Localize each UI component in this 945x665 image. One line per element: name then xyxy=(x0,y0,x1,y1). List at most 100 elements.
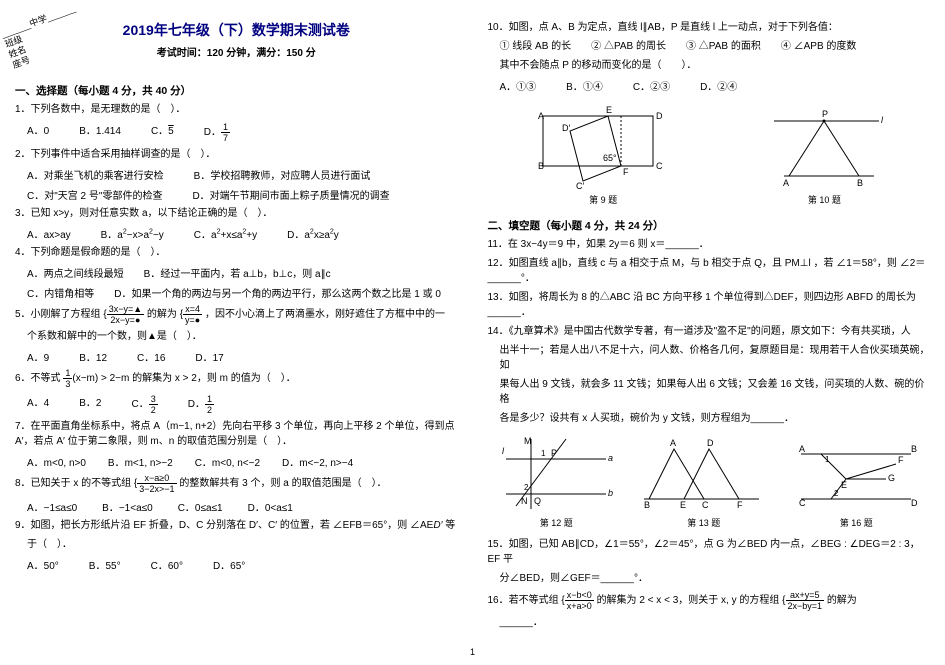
svg-text:A: A xyxy=(538,111,544,121)
svg-text:2: 2 xyxy=(524,483,529,492)
q4-opt-d: D．如果一个角的两边与另一个角的两边平行，那么这两个数之比是 1 或 0 xyxy=(114,285,441,300)
svg-text:C: C xyxy=(656,161,663,171)
q9-opts: A．50° B．55° C．60° D．65° xyxy=(27,557,458,572)
q2-opt-c: C．对"天宫 2 号"零部件的检查 xyxy=(27,187,162,202)
q5-opt-a: A．9 xyxy=(27,349,49,364)
svg-text:1: 1 xyxy=(541,449,546,458)
fig10-label: 第 10 题 xyxy=(759,193,889,206)
q8-opt-b: B．−1<a≤0 xyxy=(102,499,153,514)
svg-text:D: D xyxy=(707,438,714,448)
q12-text: 12．如图直线 a∥b，直线 c 与 a 相交于点 M，与 b 相交于点 Q，且… xyxy=(488,256,931,286)
svg-text:F: F xyxy=(898,455,904,465)
svg-text:D: D xyxy=(911,498,918,508)
q5-line2: 个系数和解中的一个数，则▲是（ ）． xyxy=(27,329,458,344)
svg-text:B: B xyxy=(911,444,917,454)
q8-opt-d: D．0<a≤1 xyxy=(248,499,293,514)
figure-row-1: A B D C E F D′ C′ 65° 第 9 题 l P A xyxy=(488,101,931,206)
q1-opts: A．0 B．1.414 C．5 D．17 xyxy=(27,122,458,143)
q8-opt-c: C．0≤a≤1 xyxy=(178,499,223,514)
section-2-header: 二、填空题（每小题 4 分，共 24 分） xyxy=(488,218,931,233)
q16-line: 16．若不等式组 {x−b<0x+a>0 的解集为 2 < x < 3，则关于 … xyxy=(488,590,931,611)
svg-text:F: F xyxy=(737,500,743,510)
section-1-header: 一、选择题（每小题 4 分，共 40 分） xyxy=(15,83,458,98)
q5-opt-d: D．17 xyxy=(195,349,223,364)
q8-opts: A．−1≤a≤0 B．−1<a≤0 C．0≤a≤1 D．0<a≤1 xyxy=(27,499,458,514)
q2-opt-a: A．对乘坐飞机的乘客进行安检 xyxy=(27,167,164,182)
svg-text:B: B xyxy=(857,178,863,188)
q1-opt-b: B．1.414 xyxy=(79,122,121,143)
q14-line1: 14．《九章算术》是中国古代数学专著，有一道涉及"盈不足"的问题，原文如下：今有… xyxy=(488,324,931,339)
svg-text:Q: Q xyxy=(534,496,541,506)
svg-text:65°: 65° xyxy=(603,153,617,163)
q14-line2: 出半十一；若是人出八不足十六，问人数、价格各几何，复原题目是：现用若干人合伙买琐… xyxy=(500,343,931,373)
left-column: ______中学______ 班级 姓名 座号 2019年七年级（下）数学期末测… xyxy=(0,0,473,665)
fig16-wrap: A B C D E F G 1 2 第 16 题 xyxy=(791,434,921,529)
svg-text:2: 2 xyxy=(834,489,839,498)
svg-text:l: l xyxy=(502,446,505,456)
q3-opt-d: D．a2x≥a2y xyxy=(287,226,339,241)
q16-line2: ______． xyxy=(500,615,931,630)
page-number: 1 xyxy=(470,647,475,657)
q1-opt-d: D．17 xyxy=(204,122,230,143)
q14-line3: 果每人出 9 文钱，就会多 11 文钱；如果每人出 6 文钱；又会差 16 文钱… xyxy=(500,377,931,407)
q3-text: 3．已知 x>y，则对任意实数 a，以下结论正确的是（ ）． xyxy=(15,206,458,221)
svg-text:P: P xyxy=(551,448,557,458)
q9-opt-b: B．55° xyxy=(89,557,121,572)
fig12-label: 第 12 题 xyxy=(496,516,616,529)
svg-text:C: C xyxy=(702,500,709,510)
fig16-svg: A B C D E F G 1 2 xyxy=(791,434,921,514)
fig12-svg: a b M P l N Q 1 2 xyxy=(496,434,616,514)
q4-opts-row2: C．内错角相等 D．如果一个角的两边与另一个角的两边平行，那么这两个数之比是 1… xyxy=(27,285,458,300)
rotated-label-block: ______中学______ 班级 姓名 座号 xyxy=(0,3,88,71)
header: ______中学______ 班级 姓名 座号 2019年七年级（下）数学期末测… xyxy=(15,20,458,65)
q5-opt-b: B．12 xyxy=(79,349,107,364)
q5-opt-c: C．16 xyxy=(137,349,165,364)
q6-opt-c: C．32 xyxy=(131,394,157,415)
svg-text:D: D xyxy=(656,111,663,121)
svg-text:C: C xyxy=(799,498,806,508)
q7-opt-c: C．m<0, n<−2 xyxy=(195,454,260,469)
q10-opt-c: C．②③ xyxy=(633,78,670,93)
q6-opt-b: B．2 xyxy=(79,394,101,415)
svg-text:b: b xyxy=(608,488,613,498)
q8-opt-a: A．−1≤a≤0 xyxy=(27,499,77,514)
q3-opts: A．ax>ay B．a2−x>a2−y C．a2+x≤a2+y D．a2x≥a2… xyxy=(27,226,458,241)
svg-text:N: N xyxy=(521,496,528,506)
fig13-label: 第 13 题 xyxy=(634,516,774,529)
q9-text: 9．如图，把长方形纸片沿 EF 折叠，D、C 分别落在 D′、C′ 的位置，若 … xyxy=(15,518,458,533)
svg-text:E: E xyxy=(841,480,847,490)
q6-opt-a: A．4 xyxy=(27,394,49,415)
svg-text:E: E xyxy=(680,500,686,510)
q15-line2: 分∠BED，则∠GEF＝______°． xyxy=(500,571,931,586)
svg-text:B: B xyxy=(644,500,650,510)
fig13-wrap: A D B E C F 第 13 题 xyxy=(634,434,774,529)
q9-opt-d: D．65° xyxy=(213,557,245,572)
q9-opt-a: A．50° xyxy=(27,557,59,572)
q7-opts: A．m<0, n>0 B．m<1, n>−2 C．m<0, n<−2 D．m<−… xyxy=(27,454,458,469)
q4-opt-a: A．两点之间线段最短 xyxy=(27,265,124,280)
q3-opt-b: B．a2−x>a2−y xyxy=(101,226,164,241)
figure-row-2: a b M P l N Q 1 2 第 12 题 A D B E C xyxy=(488,434,931,529)
q14-line4: 各是多少？设共有 x 人买琐，碗价为 y 文钱，则方程组为______． xyxy=(500,411,931,426)
q10-opt-d: D．②④ xyxy=(700,78,737,93)
q4-opt-b: B．经过一平面内，若 a⊥b，b⊥c，则 a∥c xyxy=(144,265,331,280)
svg-text:A: A xyxy=(670,438,676,448)
q5-line1: 5．小刚解了方程组 {3x−y=▲2x−y=● 的解为 {x=4y=● ，因不小… xyxy=(15,304,458,325)
q1-text: 1．下列各数中，是无理数的是（ ）． xyxy=(15,102,458,117)
svg-text:a: a xyxy=(608,453,613,463)
q4-text: 4．下列命题是假命题的是（ ）． xyxy=(15,245,458,260)
q2-opt-d: D．对端午节期间市面上粽子质量情况的调查 xyxy=(192,187,389,202)
q10-line2: ① 线段 AB 的长 ② △PAB 的周长 ③ △PAB 的面积 ④ ∠APB … xyxy=(500,39,931,54)
q7-opt-b: B．m<1, n>−2 xyxy=(108,454,173,469)
q6-opts: A．4 B．2 C．32 D．12 xyxy=(27,394,458,415)
q6-opt-d: D．12 xyxy=(188,394,214,415)
svg-text:G: G xyxy=(888,473,895,483)
q13-text: 13．如图，将周长为 8 的△ABC 沿 BC 方向平移 1 个单位得到△DEF… xyxy=(488,290,931,320)
svg-text:A: A xyxy=(799,444,805,454)
fig16-label: 第 16 题 xyxy=(791,516,921,529)
q2-text: 2．下列事件中适合采用抽样调查的是（ ）． xyxy=(15,147,458,162)
q4-opt-c: C．内错角相等 xyxy=(27,285,94,300)
q10-line3: 其中不会随点 P 的移动而变化的是（ ）． xyxy=(500,58,931,73)
q4-opts-row1: A．两点之间线段最短 B．经过一平面内，若 a⊥b，b⊥c，则 a∥c xyxy=(27,265,458,280)
svg-text:E: E xyxy=(606,105,612,115)
